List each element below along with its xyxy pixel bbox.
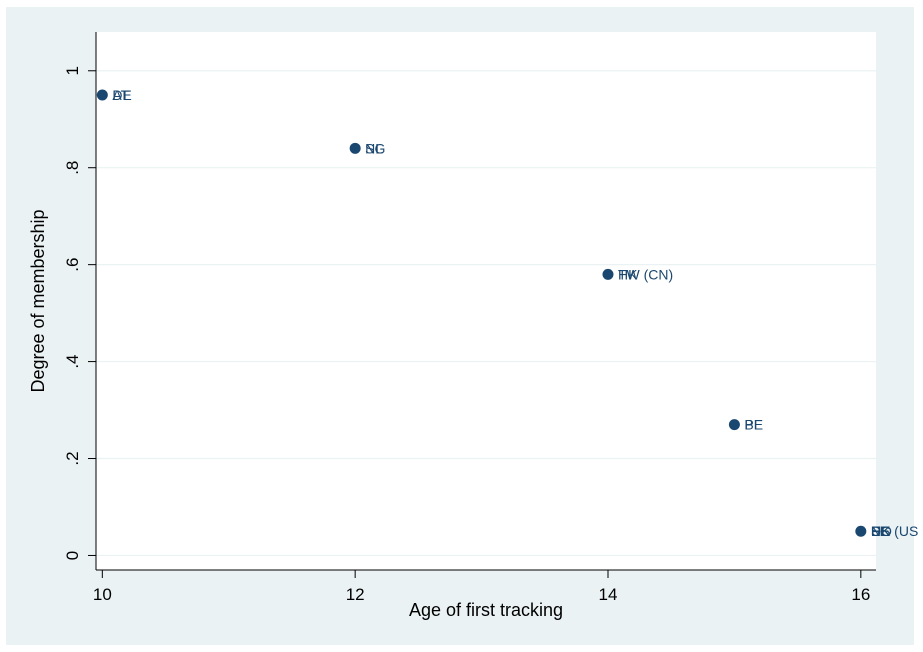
point-label: EE xyxy=(871,523,890,539)
data-point xyxy=(602,268,614,280)
y-tick-label: .6 xyxy=(63,258,82,272)
y-tick-label: .8 xyxy=(63,161,82,175)
y-axis-label: Degree of membership xyxy=(28,209,48,392)
x-axis-label: Age of first tracking xyxy=(409,600,563,620)
gridlines xyxy=(96,70,876,557)
point-label: FI xyxy=(871,523,883,539)
point-label: NL xyxy=(365,140,383,156)
point-label: HK xyxy=(618,266,638,282)
data-point xyxy=(855,525,867,537)
point-label: PL xyxy=(744,417,761,433)
point-label: DK (US xyxy=(871,523,918,539)
data-point xyxy=(349,142,361,154)
y-tick-label: .4 xyxy=(63,354,82,368)
point-label: NO xyxy=(871,523,892,539)
point-label: US xyxy=(871,523,890,539)
plot-area xyxy=(96,32,876,570)
axes: 0 .2 .4 .6 .8 1 10 12 14 16 xyxy=(63,32,876,604)
y-tick-label: 0 xyxy=(63,551,82,560)
point-label: SE xyxy=(871,523,890,539)
point-label: SG xyxy=(365,140,385,156)
x-tick-label: 10 xyxy=(93,585,112,604)
point-label: DE xyxy=(112,87,131,103)
x-tick-label: 14 xyxy=(599,585,618,604)
data-point xyxy=(96,89,108,101)
x-tick-label: 16 xyxy=(851,585,870,604)
point-label: TW (CN) xyxy=(618,266,673,282)
data-point xyxy=(728,419,740,431)
point-label: AT xyxy=(112,87,129,103)
y-tick-label: .2 xyxy=(63,451,82,465)
point-label: UK xyxy=(871,523,891,539)
y-tick-label: 1 xyxy=(63,66,82,75)
point-label: BE xyxy=(744,417,763,433)
x-tick-label: 12 xyxy=(346,585,365,604)
